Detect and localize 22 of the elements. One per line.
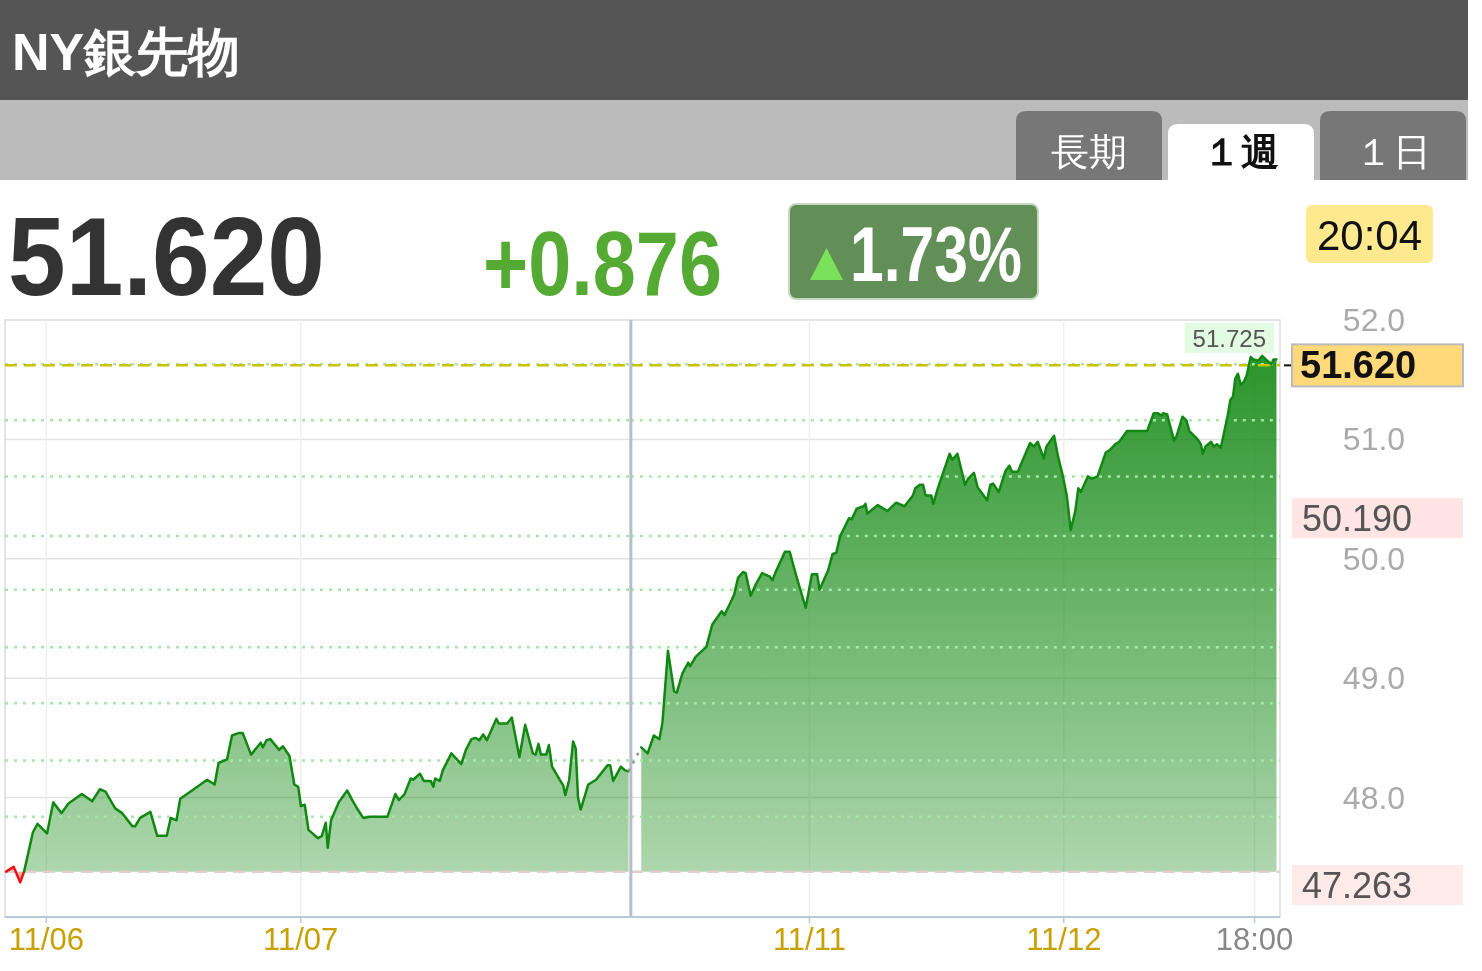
text: 長期: [1051, 131, 1127, 173]
text: １週: [1203, 131, 1279, 173]
x-tick-label: 11/11: [772, 921, 846, 957]
ref-line-label: 51.620: [1300, 344, 1417, 387]
y-tick-label: 51.0: [1342, 421, 1406, 458]
x-tick-label: 18:00: [1215, 921, 1294, 957]
text: 51.620: [8, 194, 351, 319]
chart-title: NY銀先物: [12, 23, 241, 81]
y-tick-label: 48.0: [1342, 779, 1406, 816]
text: 20:04: [1316, 211, 1423, 259]
y-tick-label: 49.0: [1342, 660, 1406, 697]
x-tick-label: 11/07: [263, 921, 339, 957]
x-tick-label: 11/06: [8, 921, 84, 957]
text: 47.263: [1302, 864, 1413, 906]
text: 1.73%: [850, 210, 1072, 298]
ref-line-label: 50.190: [1302, 497, 1413, 539]
y-tick-label: 50.0: [1342, 540, 1406, 577]
y-tick-label: 52.0: [1342, 302, 1406, 338]
text: +0.876: [483, 214, 761, 314]
x-tick-label: 11/12: [1026, 921, 1102, 957]
annotation: 51.725: [1192, 324, 1266, 352]
text: １日: [1355, 131, 1431, 173]
